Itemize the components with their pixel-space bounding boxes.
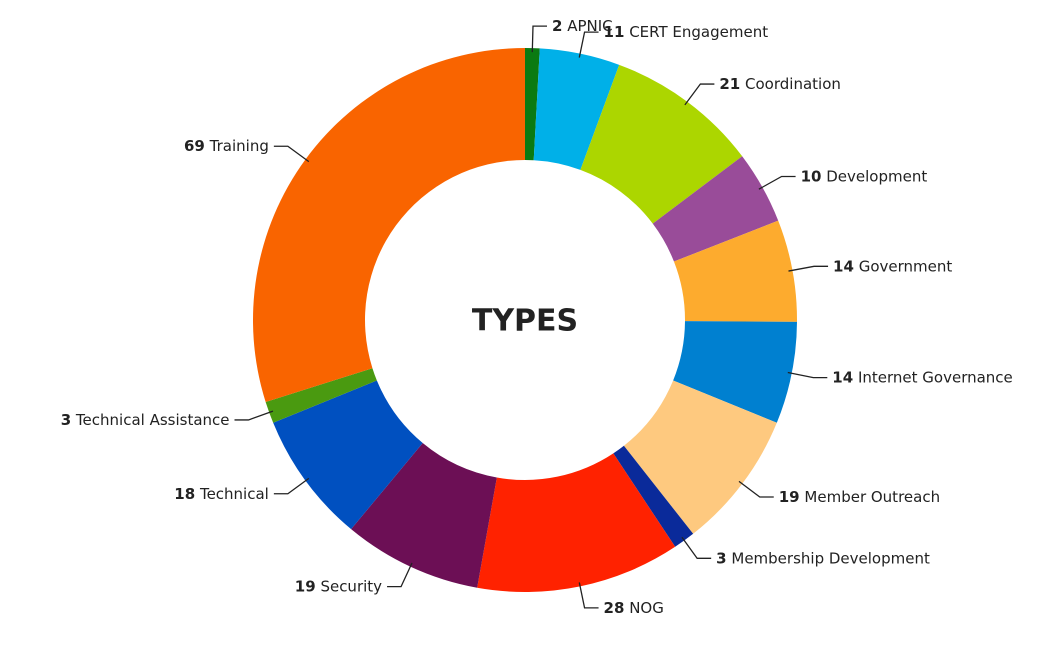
leader-line — [273, 477, 310, 495]
leader-line — [681, 536, 712, 559]
slice — [265, 368, 377, 423]
label-category: NOG — [629, 598, 664, 616]
label-category: Internet Governance — [858, 368, 1013, 386]
label-value: 14 — [833, 257, 854, 275]
label-value: 11 — [604, 23, 625, 41]
leader-line — [758, 175, 796, 190]
slice — [477, 453, 676, 592]
label-category: Training — [209, 137, 269, 155]
data-label: 18 Technical — [174, 484, 269, 502]
label-category: Development — [826, 167, 927, 185]
slice — [525, 48, 540, 161]
label-category: Coordination — [745, 75, 841, 93]
leader-line — [788, 265, 829, 272]
data-label: 69 Training — [184, 137, 269, 155]
label-category: Technical — [199, 484, 269, 502]
slice — [580, 64, 743, 224]
data-label: 28 NOG — [604, 598, 664, 616]
data-label: 3 Technical Assistance — [61, 410, 230, 428]
label-value: 14 — [832, 368, 853, 386]
slice — [652, 156, 779, 262]
chart-title: TYPES — [472, 304, 578, 339]
label-value: 21 — [719, 75, 740, 93]
leader-line — [531, 25, 547, 53]
data-label: 19 Member Outreach — [779, 487, 940, 505]
label-category: Member Outreach — [804, 487, 940, 505]
label-category: Technical Assistance — [75, 410, 230, 428]
data-label: 10 Development — [801, 167, 928, 185]
slice — [673, 220, 797, 322]
data-label: 11 CERT Engagement — [604, 23, 769, 41]
data-label: 19 Security — [295, 577, 382, 595]
label-category: Government — [859, 257, 953, 275]
slice — [351, 443, 497, 588]
slice — [613, 445, 694, 547]
label-category: Security — [320, 577, 382, 595]
data-label: 2 APNIC — [552, 17, 613, 35]
leader-line — [738, 480, 774, 498]
slice — [273, 380, 423, 530]
data-label: 21 Coordination — [719, 75, 841, 93]
leader-line — [578, 582, 599, 609]
data-label: 14 Internet Governance — [832, 368, 1012, 386]
leader-line — [787, 371, 828, 379]
label-value: 19 — [779, 487, 800, 505]
leader-line — [234, 410, 274, 421]
slice — [673, 321, 797, 423]
label-value: 19 — [295, 577, 316, 595]
label-value: 10 — [801, 167, 822, 185]
slice — [623, 380, 777, 534]
label-value: 18 — [174, 484, 195, 502]
slice — [533, 48, 620, 170]
data-label: 3 Membership Development — [716, 549, 930, 567]
leader-line — [578, 31, 599, 58]
label-value: 28 — [604, 598, 625, 616]
data-label: 14 Government — [833, 257, 952, 275]
label-value: 69 — [184, 137, 205, 155]
leader-line — [684, 83, 715, 106]
label-value: 3 — [716, 549, 726, 567]
label-category: CERT Engagement — [629, 23, 768, 41]
slice — [252, 48, 525, 402]
label-category: Membership Development — [731, 549, 930, 567]
leader-line — [387, 562, 413, 588]
label-category: APNIC — [567, 17, 612, 35]
label-value: 2 — [552, 17, 562, 35]
label-value: 3 — [61, 410, 71, 428]
leader-line — [273, 145, 310, 163]
